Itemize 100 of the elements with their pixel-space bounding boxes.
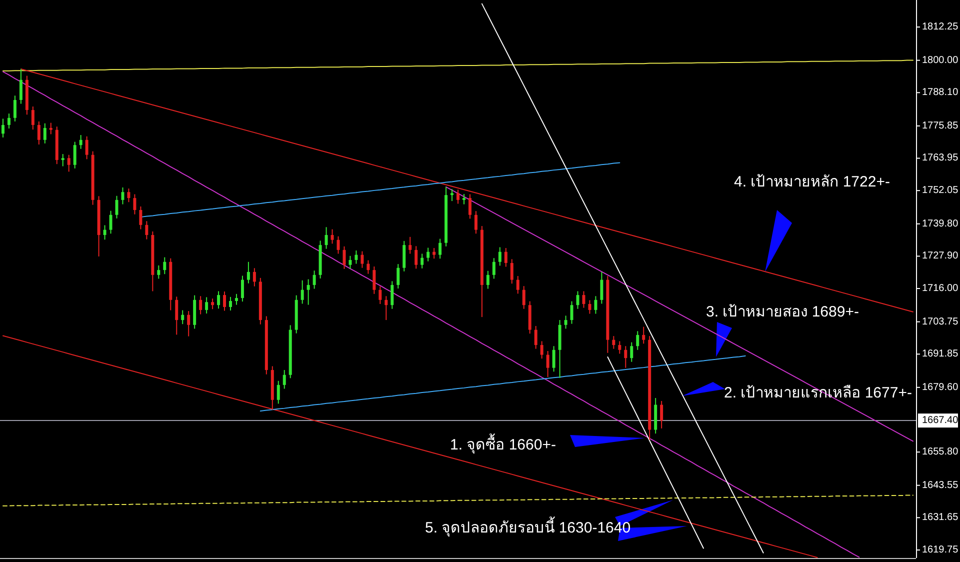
candlestick — [540, 340, 544, 360]
candlestick — [600, 271, 604, 304]
candlestick — [504, 248, 508, 268]
line-series — [2, 494, 914, 506]
candlestick — [510, 258, 514, 284]
candlestick — [630, 342, 634, 362]
candlestick — [205, 296, 208, 314]
candlestick — [229, 296, 232, 312]
candlestick — [582, 290, 586, 308]
candlestick — [456, 189, 460, 204]
y-tick-label: 1763.95 — [922, 152, 959, 164]
candlestick — [450, 188, 454, 202]
y-tick-label: 1716.00 — [922, 283, 959, 294]
candlestick — [462, 193, 466, 205]
annotation: 4. เป้าหมายหลัก 1722+- — [734, 174, 890, 190]
candlestick — [372, 266, 376, 294]
candlestick — [121, 186, 124, 205]
y-tick-label: 1679.60 — [922, 382, 959, 393]
candlestick — [390, 280, 394, 310]
candlestick — [492, 258, 496, 280]
candlestick — [468, 194, 472, 220]
y-tick-label: 1691.85 — [922, 348, 959, 360]
candlestick — [414, 246, 418, 270]
candlestick — [348, 255, 352, 270]
candlestick — [181, 310, 184, 325]
candlestick — [552, 346, 556, 372]
candlestick — [139, 206, 142, 230]
candlestick — [306, 278, 310, 306]
candlestick — [396, 264, 400, 290]
candlestick — [426, 247, 430, 262]
candlestick — [576, 290, 580, 310]
candlestick — [624, 346, 628, 368]
candlestick — [103, 224, 106, 240]
candlestick — [564, 315, 568, 330]
candlestick — [408, 236, 412, 254]
candlestick — [618, 340, 622, 354]
y-tick-label: 1727.90 — [922, 250, 959, 262]
candlestick — [360, 250, 364, 268]
candlestick — [1, 118, 4, 138]
candlestick — [163, 256, 166, 275]
candlestick — [642, 326, 646, 344]
annotation: 1. จุดซื้อ 1660+- — [450, 434, 556, 454]
y-tick-label: 1643.55 — [922, 480, 959, 491]
candlestick — [432, 248, 436, 260]
candlestick — [240, 275, 244, 302]
candlestick — [486, 270, 490, 290]
candlestick — [67, 154, 70, 172]
y-tick-label: 1655.80 — [922, 446, 959, 458]
annotation: 3. เป้าหมายสอง 1689+- — [706, 304, 859, 320]
candlestick — [13, 95, 16, 122]
candlestick — [438, 238, 442, 260]
ref-line-label: 1667.40 — [922, 415, 959, 426]
candlestick — [354, 250, 358, 264]
candlestick — [384, 296, 388, 321]
candlestick — [324, 226, 328, 250]
candlestick — [276, 380, 280, 404]
candlestick — [336, 236, 340, 254]
candlestick — [199, 296, 202, 315]
candlestick — [246, 261, 250, 284]
candlestick — [522, 286, 526, 310]
annotation: 5. จุดปลอดภัยรอบนี้ 1630-1640 — [425, 516, 631, 538]
candlestick — [588, 300, 592, 314]
candlestick — [49, 122, 52, 135]
candlestick — [420, 253, 424, 269]
candlestick — [252, 268, 256, 287]
candlestick — [37, 120, 40, 146]
candlestick — [300, 280, 304, 304]
candlestick — [79, 134, 82, 150]
candlestick — [85, 136, 88, 160]
candlestick — [594, 296, 598, 314]
y-tick-label: 1800.00 — [922, 54, 959, 66]
y-tick-label: 1788.10 — [922, 87, 959, 98]
candlestick — [474, 210, 478, 234]
y-tick-label: 1703.75 — [922, 316, 959, 328]
candlestick — [366, 260, 370, 274]
candlestick — [187, 310, 190, 337]
candlestick — [330, 228, 334, 244]
candlestick — [612, 336, 616, 350]
candlestick — [19, 68, 22, 104]
y-tick-label: 1812.25 — [922, 22, 959, 33]
candlestick — [73, 141, 76, 169]
candlestick — [211, 298, 214, 310]
candlestick — [282, 370, 286, 390]
candlestick — [402, 240, 406, 272]
candlestick — [546, 350, 550, 378]
y-tick-label: 1619.75 — [922, 544, 959, 556]
line-series — [2, 60, 914, 72]
y-tick-label: 1739.80 — [922, 218, 959, 230]
candlestick — [498, 246, 502, 266]
candlestick — [43, 122, 46, 144]
candlestick — [223, 290, 226, 312]
y-tick-label: 1631.65 — [922, 512, 959, 524]
candlestick — [175, 296, 178, 336]
y-tick-label: 1752.05 — [922, 185, 959, 196]
candlestick — [378, 286, 382, 304]
candlestick — [534, 326, 538, 350]
candlestick — [109, 210, 112, 234]
candlestick — [127, 188, 130, 203]
candlestick — [7, 113, 10, 129]
candlestick — [312, 270, 316, 290]
